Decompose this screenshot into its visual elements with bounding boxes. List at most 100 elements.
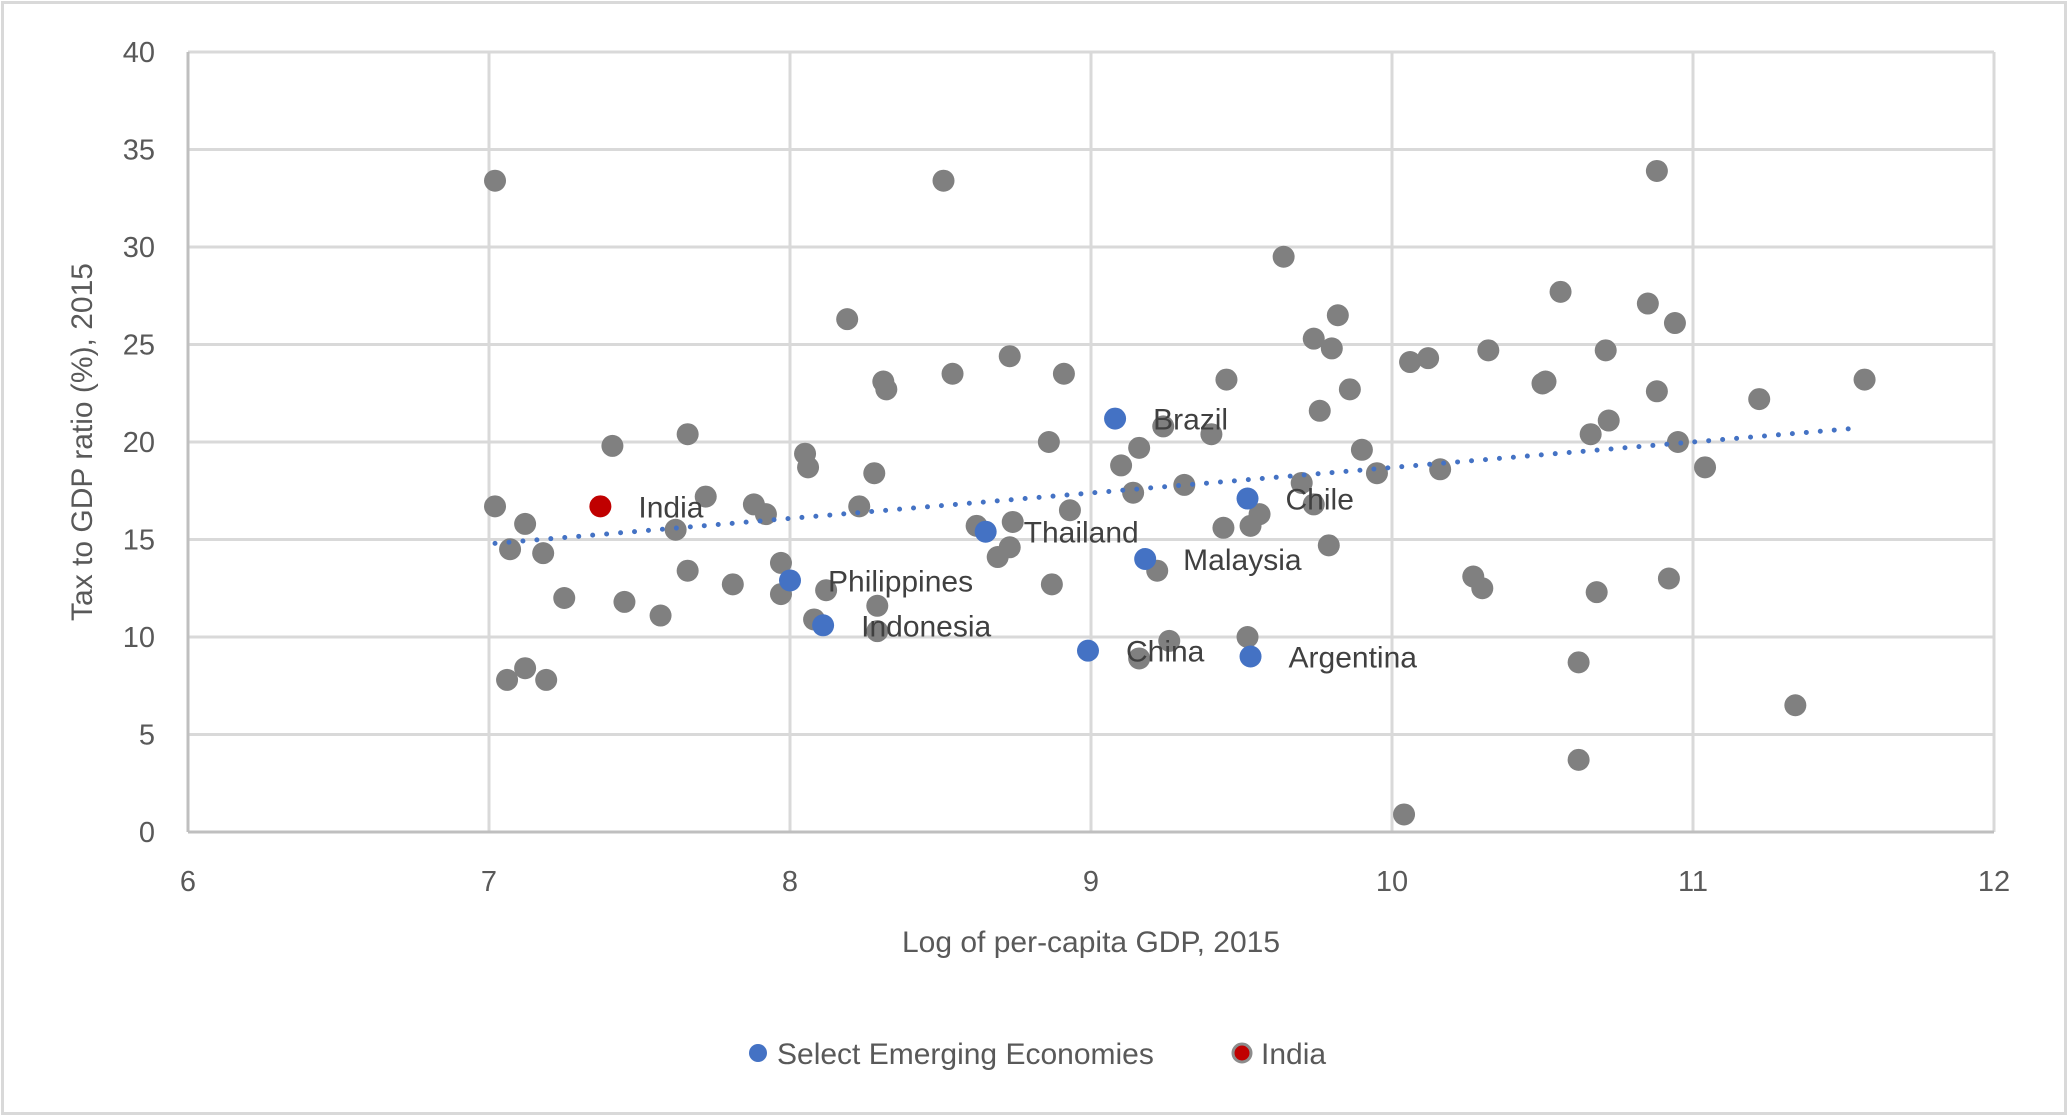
data-point xyxy=(1308,399,1331,422)
data-point xyxy=(1417,347,1440,370)
data-point xyxy=(1320,337,1343,360)
data-point xyxy=(499,538,522,561)
data-point xyxy=(1645,380,1668,403)
data-point xyxy=(1122,481,1145,504)
data-point xyxy=(1317,534,1340,557)
data-point xyxy=(1399,351,1422,374)
x-tick-label: 9 xyxy=(1083,866,1099,898)
data-point xyxy=(1585,581,1608,604)
data-point xyxy=(1853,368,1876,391)
data-point xyxy=(941,362,964,385)
series-all-countries xyxy=(484,159,1876,826)
data-point xyxy=(484,169,507,192)
data-point xyxy=(836,308,859,331)
data-point xyxy=(1666,431,1689,453)
series-emerging-economies xyxy=(779,407,1262,668)
data-point xyxy=(1326,304,1349,327)
data-point xyxy=(535,668,558,691)
legend: Select Emerging Economies India xyxy=(749,1038,1326,1071)
data-point xyxy=(676,559,699,582)
data-point-thailand xyxy=(974,520,997,543)
data-label-argentina: Argentina xyxy=(1289,642,1418,675)
legend-marker-emerging xyxy=(749,1044,767,1062)
data-point xyxy=(875,378,898,401)
data-point-philippines xyxy=(779,569,801,592)
y-tick-label: 5 xyxy=(139,720,155,752)
data-label-malaysia: Malaysia xyxy=(1183,544,1302,577)
y-tick-label: 0 xyxy=(139,817,155,849)
data-point xyxy=(1173,473,1196,496)
y-tick-label: 25 xyxy=(123,330,155,362)
data-label-chile: Chile xyxy=(1286,484,1354,517)
data-point xyxy=(1657,567,1680,590)
legend-label-emerging: Select Emerging Economies xyxy=(777,1038,1154,1071)
data-point xyxy=(866,594,889,617)
data-point xyxy=(1128,436,1151,459)
data-point xyxy=(1040,573,1063,596)
data-point xyxy=(1052,362,1075,385)
data-point xyxy=(1128,647,1151,670)
data-point xyxy=(866,620,889,643)
x-tick-label: 12 xyxy=(1978,866,2010,898)
data-label-philippines: Philippines xyxy=(828,565,973,598)
data-point-china xyxy=(1076,639,1099,662)
data-point xyxy=(1549,280,1572,303)
data-point xyxy=(1272,245,1295,268)
data-label-thailand: Thailand xyxy=(1024,517,1139,550)
data-point xyxy=(1037,431,1060,453)
data-point xyxy=(1663,312,1686,335)
data-point xyxy=(1200,423,1223,446)
data-point xyxy=(1477,339,1500,362)
trendline-path xyxy=(492,425,1865,546)
x-tick-label: 7 xyxy=(481,866,497,898)
data-point xyxy=(1784,694,1807,717)
data-point-brazil xyxy=(1104,407,1127,430)
data-point xyxy=(1471,577,1494,600)
gridlines xyxy=(188,50,1996,832)
legend-marker-india xyxy=(1231,1042,1253,1064)
data-point xyxy=(797,456,820,479)
data-point xyxy=(1393,803,1416,826)
y-tick-labels: 0 5 10 15 20 25 30 35 40 xyxy=(123,37,155,849)
x-tick-label: 10 xyxy=(1376,866,1408,898)
data-labels: Brazil Chile Thailand Malaysia Philippines In… xyxy=(638,404,1417,675)
data-point-argentina xyxy=(1239,645,1262,668)
trendline xyxy=(492,425,1865,546)
data-point xyxy=(613,590,636,613)
data-point xyxy=(649,604,672,627)
y-tick-label: 35 xyxy=(123,135,155,167)
y-tick-label: 20 xyxy=(123,427,155,459)
data-point xyxy=(1302,493,1325,516)
data-label-indonesia: Indonesia xyxy=(861,610,991,643)
data-label-china: China xyxy=(1126,636,1205,669)
data-label-india: India xyxy=(638,491,703,524)
data-point xyxy=(986,546,1009,569)
data-point xyxy=(484,495,507,518)
data-point xyxy=(1350,438,1373,461)
data-point xyxy=(863,462,886,485)
data-point xyxy=(1567,651,1590,674)
y-tick-label: 40 xyxy=(123,37,155,69)
data-point xyxy=(1694,456,1717,479)
data-label-brazil: Brazil xyxy=(1153,404,1228,437)
data-point xyxy=(676,423,699,446)
data-point xyxy=(848,495,871,518)
data-point xyxy=(1215,368,1238,391)
data-point xyxy=(1338,378,1361,401)
data-point xyxy=(1429,458,1452,481)
data-point xyxy=(769,551,792,574)
data-point xyxy=(601,434,624,457)
data-point xyxy=(721,573,744,596)
data-point xyxy=(1594,339,1617,362)
data-point xyxy=(1636,292,1659,315)
data-point xyxy=(514,657,537,680)
x-tick-label: 11 xyxy=(1678,866,1708,898)
data-point xyxy=(1302,327,1325,350)
data-point xyxy=(1236,626,1259,648)
axes xyxy=(186,52,1994,834)
data-point xyxy=(815,579,838,602)
y-tick-label: 10 xyxy=(123,622,155,654)
data-point xyxy=(1058,499,1081,522)
series-india xyxy=(589,495,612,518)
